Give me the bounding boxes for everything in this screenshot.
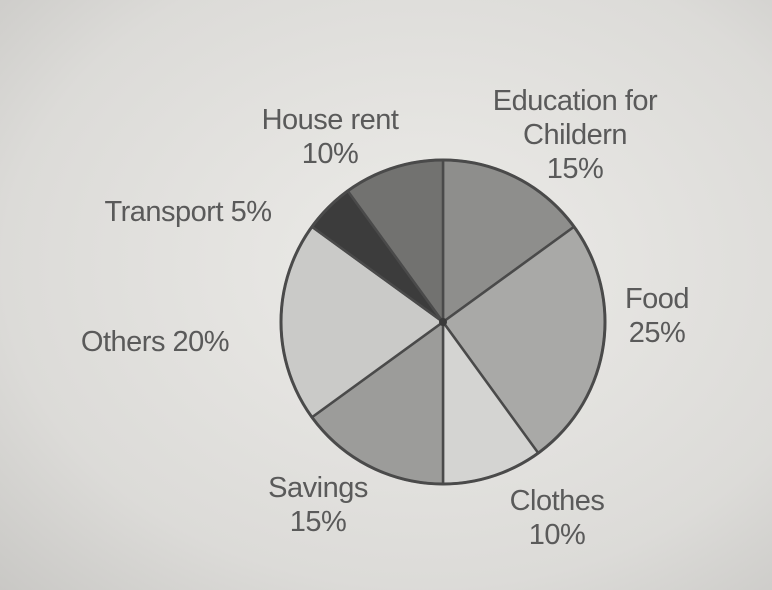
slice-label: Transport 5% bbox=[104, 195, 272, 229]
pie-center bbox=[439, 318, 447, 326]
value-label: 10% bbox=[528, 519, 586, 551]
slice-label: Education for Childern 15% bbox=[455, 84, 695, 186]
category-label: Savings bbox=[268, 472, 368, 504]
category-label: Education for Childern bbox=[492, 85, 658, 151]
slice-label: Others 20% bbox=[80, 325, 230, 359]
slice-label: Clothes 10% bbox=[487, 484, 627, 552]
value-label: 10% bbox=[301, 138, 359, 170]
slice-label: Food 25% bbox=[597, 282, 717, 350]
pie-outline bbox=[279, 158, 607, 486]
value-label: 20% bbox=[172, 326, 230, 358]
category-label: Food bbox=[624, 283, 690, 315]
category-label: Others bbox=[80, 326, 166, 358]
category-label: Transport bbox=[104, 196, 224, 228]
value-label: 25% bbox=[628, 317, 686, 349]
slice-label: House rent 10% bbox=[230, 103, 430, 171]
category-label: Clothes bbox=[509, 485, 605, 517]
category-label: House rent bbox=[261, 104, 399, 136]
value-label: 15% bbox=[289, 506, 347, 538]
value-label: 15% bbox=[546, 153, 604, 185]
slice-label: Savings 15% bbox=[248, 471, 388, 539]
value-label: 5% bbox=[230, 196, 272, 228]
